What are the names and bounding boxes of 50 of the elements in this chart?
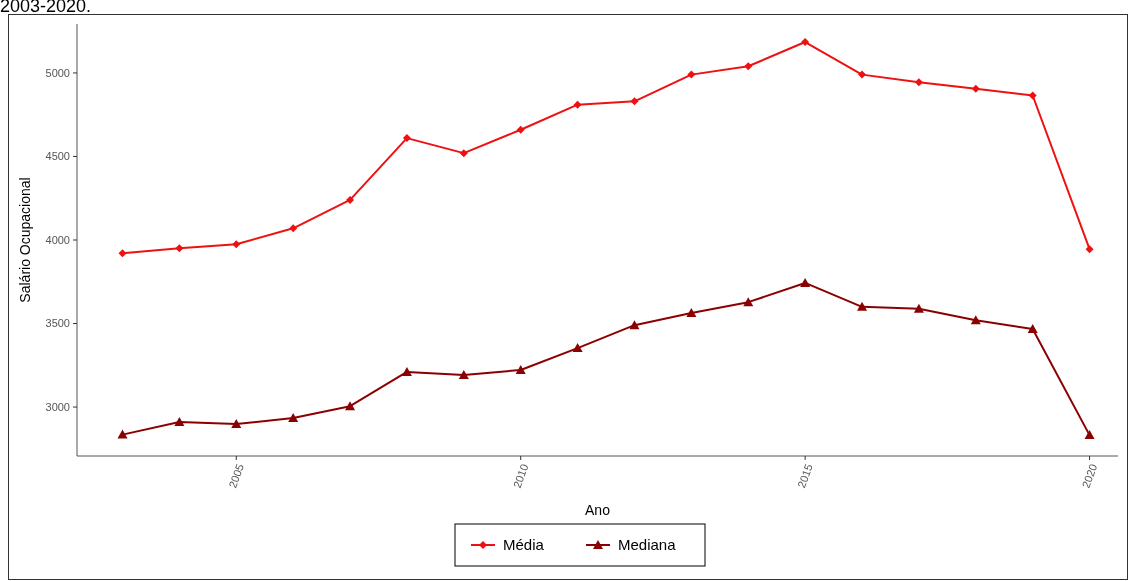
point bbox=[1084, 430, 1095, 440]
x-axis-title: Ano bbox=[585, 502, 611, 518]
point bbox=[401, 366, 412, 376]
y-tick-label: 4000 bbox=[45, 233, 70, 246]
legend-label: Média bbox=[503, 536, 545, 554]
point bbox=[573, 100, 582, 109]
y-axis-title: Salário Ocupacional bbox=[17, 177, 33, 303]
point bbox=[175, 244, 184, 253]
point bbox=[686, 308, 697, 317]
legend-label: Mediana bbox=[618, 536, 677, 554]
point bbox=[458, 369, 469, 379]
point bbox=[1028, 91, 1037, 100]
point bbox=[970, 315, 981, 325]
x-tick-label: 2015 bbox=[795, 462, 815, 490]
point bbox=[232, 240, 241, 249]
point bbox=[801, 38, 810, 47]
x-tick-label: 2020 bbox=[1079, 462, 1100, 490]
point bbox=[515, 364, 526, 374]
point bbox=[858, 70, 867, 79]
point bbox=[857, 301, 868, 311]
point bbox=[288, 412, 299, 422]
x-tick-label: 2005 bbox=[226, 462, 246, 490]
chart-title: 2003-2020. bbox=[0, 0, 92, 16]
point bbox=[289, 224, 298, 233]
y-tick-label: 4500 bbox=[45, 150, 70, 163]
point bbox=[630, 97, 639, 106]
point bbox=[914, 78, 923, 87]
x-tick-label: 2010 bbox=[510, 462, 531, 490]
point bbox=[345, 401, 356, 411]
point bbox=[459, 149, 468, 158]
point bbox=[913, 303, 924, 313]
point bbox=[346, 195, 355, 204]
point bbox=[516, 125, 525, 134]
y-tick-label: 3500 bbox=[45, 317, 70, 330]
point bbox=[174, 417, 185, 427]
point bbox=[1027, 324, 1038, 334]
point bbox=[572, 343, 583, 353]
y-tick-label: 5000 bbox=[45, 66, 70, 79]
point bbox=[118, 249, 127, 258]
point bbox=[687, 70, 696, 79]
point bbox=[743, 297, 754, 307]
y-tick-label: 3000 bbox=[45, 400, 70, 413]
point bbox=[1085, 245, 1094, 254]
point bbox=[800, 277, 811, 287]
point bbox=[629, 320, 640, 330]
point bbox=[231, 419, 242, 429]
point bbox=[117, 429, 128, 439]
point bbox=[402, 134, 411, 143]
point bbox=[744, 62, 753, 71]
point bbox=[971, 84, 980, 93]
